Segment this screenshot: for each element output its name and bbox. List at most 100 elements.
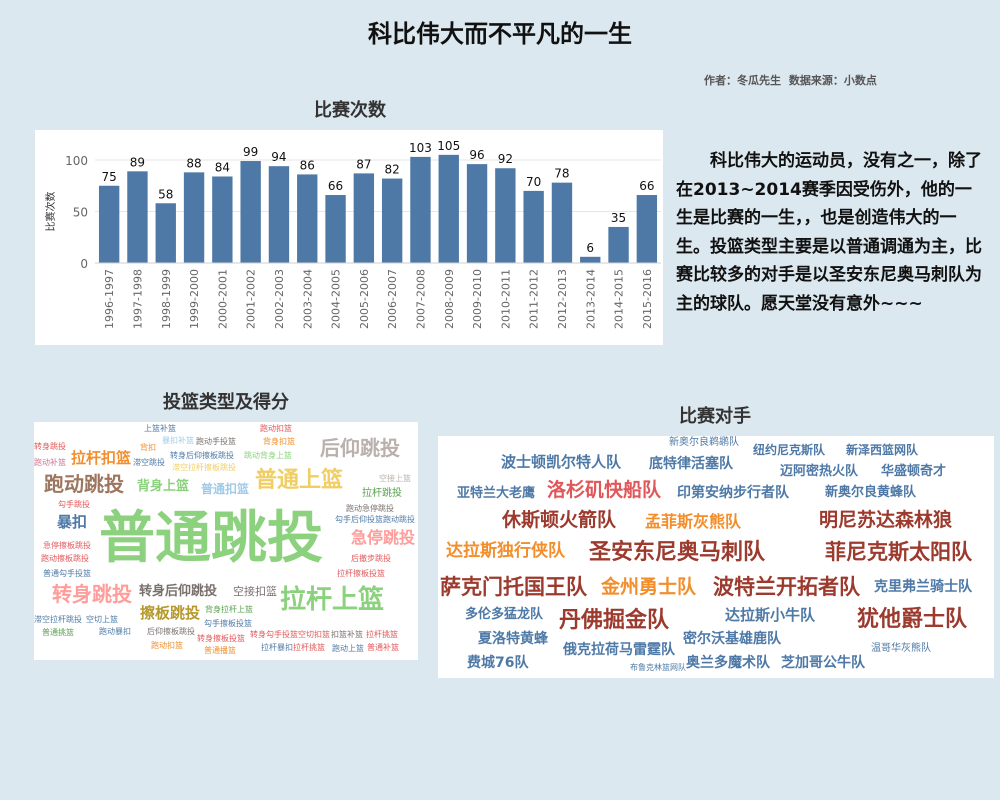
opponent-word-27: 俄克拉荷马雷霆队 — [563, 643, 675, 657]
shot-word-8: 暴扣 — [57, 515, 87, 530]
opponent-word-21: 多伦多猛龙队 — [465, 608, 543, 621]
opponent-wordcloud: 新奥尔良鹈鹕队 纽约尼克斯队 新泽西篮网队 波士顿凯尔特人队 底特律活塞队 迈阿密热火队 华… — [438, 436, 994, 678]
shot-word-4: 跑动跳投 — [44, 474, 124, 494]
opponent-word-24: 犹他爵士队 — [857, 609, 967, 631]
data-label-2014-2015: 35 — [611, 211, 626, 225]
data-label-1997-1998: 89 — [130, 155, 145, 169]
shot-word-25: 跳动背身上篮 — [244, 452, 292, 460]
shot-word-49: 拉杆暴扣 — [261, 644, 293, 652]
y-tick-label-0: 0 — [80, 257, 88, 271]
bar-1998-1999 — [156, 203, 176, 263]
shot-word-47: 跑动扣篮 — [151, 642, 183, 650]
x-tick-label-2006-2007: 2006-2007 — [386, 269, 399, 329]
shot-word-15: 空接上篮 — [379, 475, 411, 483]
games-section-title: 比赛次数 — [250, 96, 450, 122]
x-tick-label-1996-1997: 1996-1997 — [103, 269, 116, 329]
opponent-word-14: 达拉斯独行侠队 — [446, 543, 565, 560]
data-label-2002-2003: 94 — [271, 150, 286, 164]
bar-2012-2013 — [552, 183, 572, 263]
shot-word-52: 普通补篮 — [367, 644, 399, 652]
bar-2013-2014 — [580, 257, 600, 263]
shot-word-2: 普通上篮 — [255, 470, 343, 492]
shot-word-3: 后仰跳投 — [320, 438, 400, 458]
shot-word-35: 拉杆擦板投篮 — [337, 570, 385, 578]
x-tick-label-2007-2008: 2007-2008 — [414, 269, 427, 329]
x-tick-label-2009-2010: 2009-2010 — [471, 269, 484, 329]
bar-2011-2012 — [523, 191, 543, 263]
shot-word-1: 拉杆上篮 — [280, 587, 384, 613]
data-label-2006-2007: 82 — [385, 163, 400, 177]
opponent-word-10: 新奥尔良黄蜂队 — [825, 486, 916, 499]
opponent-word-3: 波士顿凯尔特人队 — [501, 455, 621, 470]
shot-word-37: 勾手擦板投篮 — [204, 620, 252, 628]
bar-2010-2011 — [495, 168, 515, 263]
bar-1997-1998 — [127, 171, 147, 263]
x-tick-label-2013-2014: 2013-2014 — [584, 269, 597, 329]
shot-word-45: 拉杆挑篮 — [366, 631, 398, 639]
opponent-word-32: 芝加哥公牛队 — [781, 656, 865, 670]
opponent-word-18: 金州勇士队 — [601, 578, 696, 597]
author-label: 作者：冬瓜先生 — [704, 74, 781, 87]
shot-word-43: 转身勾手投篮空切扣篮 — [250, 631, 330, 639]
shot-section-title: 投篮类型及得分 — [126, 388, 326, 414]
page-title: 科比伟大而不平凡的一生 — [0, 14, 1000, 49]
x-tick-label-2012-2013: 2012-2013 — [556, 269, 569, 329]
shot-word-14: 拉杆跳投 — [362, 489, 402, 499]
shot-word-39: 空切上篮 — [86, 616, 118, 624]
shot-word-48: 普通播篮 — [204, 647, 236, 655]
opponent-word-29: 费城76队 — [467, 656, 528, 670]
x-tick-label-2001-2002: 2001-2002 — [245, 269, 258, 329]
bar-2008-2009 — [439, 155, 459, 263]
shot-word-40: 普通挑篮 — [42, 629, 74, 637]
opponent-word-2: 新泽西篮网队 — [846, 444, 918, 456]
shot-word-7: 拉杆扣篮 — [71, 451, 131, 466]
opponent-word-28: 温哥华灰熊队 — [871, 644, 931, 654]
shot-word-0: 普通跳投 — [99, 511, 323, 567]
opponent-word-6: 华盛顿奇才 — [881, 465, 946, 478]
bar-2002-2003 — [269, 166, 289, 263]
shot-word-31: 急停擦板跳投 — [43, 542, 91, 550]
y-axis-label: 比赛次数 — [44, 192, 57, 232]
x-tick-label-2008-2009: 2008-2009 — [443, 269, 456, 329]
shot-word-27: 滞空拉杆擦板跳投 — [172, 464, 236, 472]
shot-word-30: 跑动急停跳投 — [346, 505, 394, 513]
shot-word-12: 普通扣篮 — [201, 483, 249, 495]
shot-word-50: 拉杆挑篮 — [293, 644, 325, 652]
shot-word-28: 勾手跳投 — [58, 501, 90, 509]
data-label-2005-2006: 87 — [356, 157, 371, 171]
opponent-word-16: 菲尼克斯太阳队 — [825, 542, 972, 563]
data-label-1998-1999: 58 — [158, 187, 173, 201]
shot-word-10: 转身后仰跳投 — [139, 585, 217, 598]
opponent-word-19: 波特兰开拓者队 — [713, 577, 860, 598]
x-tick-label-2003-2004: 2003-2004 — [301, 269, 314, 329]
opponent-word-23: 达拉斯小牛队 — [725, 608, 815, 623]
opponent-word-22: 丹佛掘金队 — [559, 610, 669, 632]
data-label-1999-2000: 88 — [186, 156, 201, 170]
shot-word-36: 背身拉杆上篮 — [205, 606, 253, 614]
data-label-1996-1997: 75 — [102, 170, 117, 184]
opponent-word-25: 夏洛特黄蜂 — [478, 632, 548, 646]
x-tick-label-2010-2011: 2010-2011 — [499, 269, 512, 329]
data-label-2004-2005: 66 — [328, 179, 343, 193]
data-label-2003-2004: 86 — [300, 158, 315, 172]
bar-2003-2004 — [297, 174, 317, 263]
opponent-word-15: 圣安东尼奥马刺队 — [589, 542, 765, 564]
x-tick-label-2011-2012: 2011-2012 — [528, 269, 541, 329]
shot-word-33: 普通勾手投篮 — [43, 570, 91, 578]
data-label-2010-2011: 92 — [498, 152, 513, 166]
y-tick-label-1: 50 — [73, 206, 88, 220]
bar-1996-1997 — [99, 186, 119, 263]
x-tick-label-2004-2005: 2004-2005 — [330, 269, 343, 329]
data-label-2000-2001: 84 — [215, 160, 230, 174]
y-tick-label-2: 100 — [65, 154, 88, 168]
x-tick-label-2015-2016: 2015-2016 — [641, 269, 654, 329]
shot-word-11: 背身上篮 — [137, 480, 189, 493]
x-tick-label-2014-2015: 2014-2015 — [613, 269, 626, 329]
x-tick-label-2000-2001: 2000-2001 — [216, 269, 229, 329]
shot-word-29: 勾手后仰投篮跑动跳投 — [335, 516, 415, 524]
shot-word-34: 后撤步跳投 — [351, 555, 391, 563]
data-label-2009-2010: 96 — [469, 148, 484, 162]
shot-word-46: 转身擦板投篮 — [197, 635, 245, 643]
opponent-word-9: 印第安纳步行者队 — [677, 486, 789, 500]
bar-2007-2008 — [410, 157, 430, 263]
